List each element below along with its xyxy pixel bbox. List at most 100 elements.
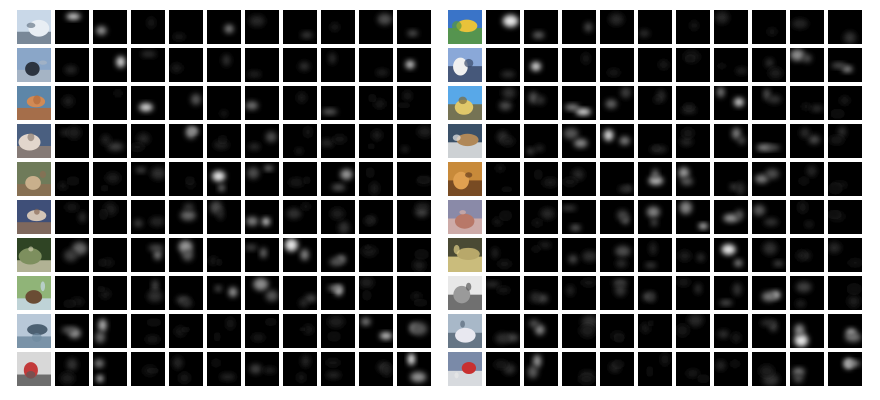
right-activation-map (714, 352, 748, 386)
left-activation-map (169, 86, 203, 120)
left-activation-map (397, 48, 431, 82)
activation-blob (297, 92, 307, 104)
activation-blob (224, 24, 234, 34)
thumbnail-image (448, 10, 482, 44)
activation-blob (682, 104, 696, 114)
activation-blob (678, 250, 705, 262)
right-activation-map (752, 10, 786, 44)
activation-blob (531, 242, 552, 252)
left-activation-map (55, 238, 89, 272)
activation-blob (792, 368, 805, 383)
activation-blob (494, 360, 516, 375)
right-activation-map (638, 352, 672, 386)
right-activation-map (790, 124, 824, 158)
right-activation-map (562, 352, 596, 386)
activation-blob (830, 96, 850, 119)
left-activation-map (245, 276, 279, 310)
left-thumbnail-bird (17, 86, 51, 120)
left-activation-map (207, 124, 241, 158)
left-thumbnail-truck (17, 352, 51, 386)
right-activation-map (676, 124, 710, 158)
left-activation-map (55, 48, 89, 82)
right-activation-map (524, 314, 558, 348)
left-activation-map (321, 124, 355, 158)
right-activation-map (486, 314, 520, 348)
activation-blob (499, 87, 516, 111)
left-activation-map (55, 200, 89, 234)
right-activation-map (752, 124, 786, 158)
right-activation-map (828, 10, 862, 44)
right-activation-map (524, 86, 558, 120)
activation-blob (328, 285, 343, 296)
left-activation-map (131, 10, 165, 44)
left-thumbnail-deer (17, 162, 51, 196)
activation-blob (527, 145, 544, 155)
right-activation-map (790, 276, 824, 310)
activation-blob (249, 364, 277, 374)
right-activation-map (752, 238, 786, 272)
activation-blob (135, 167, 165, 180)
right-activation-map (600, 124, 634, 158)
right-activation-map (524, 276, 558, 310)
activation-blob (245, 101, 259, 110)
activation-blob (618, 185, 633, 192)
activation-blob (174, 326, 192, 337)
activation-blob (247, 165, 274, 179)
activation-blob (131, 133, 150, 151)
right-activation-map (714, 162, 748, 196)
activation-blob (178, 240, 194, 261)
activation-blob (763, 242, 784, 267)
left-activation-map (207, 162, 241, 196)
left-activation-map (93, 314, 127, 348)
left-activation-map (207, 276, 241, 310)
activation-blob (60, 358, 78, 384)
activation-blob (330, 208, 350, 234)
activation-blob (378, 362, 392, 377)
activation-blob (765, 58, 783, 79)
right-activation-map (562, 162, 596, 196)
thumbnail-image (17, 10, 51, 44)
thumbnail-image (448, 200, 482, 234)
left-activation-map (55, 124, 89, 158)
right-activation-map (676, 48, 710, 82)
activation-blob (66, 13, 81, 20)
right-activation-map (486, 10, 520, 44)
left-activation-map (397, 86, 431, 120)
activation-blob (679, 201, 708, 229)
left-activation-map (207, 86, 241, 120)
thumbnail-image (17, 314, 51, 348)
activation-blob (501, 71, 515, 78)
left-activation-map (131, 124, 165, 158)
activation-blob (566, 278, 596, 296)
thumbnail-image (448, 162, 482, 196)
activation-blob (375, 69, 389, 76)
activation-blob (321, 134, 347, 148)
right-activation-map (828, 86, 862, 120)
right-activation-map (714, 86, 748, 120)
left-activation-map (321, 200, 355, 234)
right-activation-map (524, 124, 558, 158)
activation-blob (173, 356, 191, 384)
right-activation-map (638, 48, 672, 82)
activation-blob (680, 127, 694, 146)
left-activation-map (283, 86, 317, 120)
activation-blob (249, 15, 265, 27)
activation-blob (756, 144, 780, 151)
activation-blob (96, 26, 107, 35)
activation-blob (529, 91, 545, 105)
activation-blob (364, 216, 376, 226)
activation-blob (65, 203, 86, 223)
left-activation-map (131, 162, 165, 196)
left-activation-map (169, 314, 203, 348)
left-activation-map (283, 352, 317, 386)
activation-blob (530, 61, 541, 72)
left-activation-map (321, 86, 355, 120)
right-activation-map (524, 48, 558, 82)
right-activation-map (486, 200, 520, 234)
left-activation-map (169, 124, 203, 158)
activation-blob (139, 103, 153, 112)
activation-blob (295, 126, 312, 154)
activation-blob (491, 247, 512, 268)
activation-blob (677, 278, 702, 294)
right-activation-map (790, 10, 824, 44)
